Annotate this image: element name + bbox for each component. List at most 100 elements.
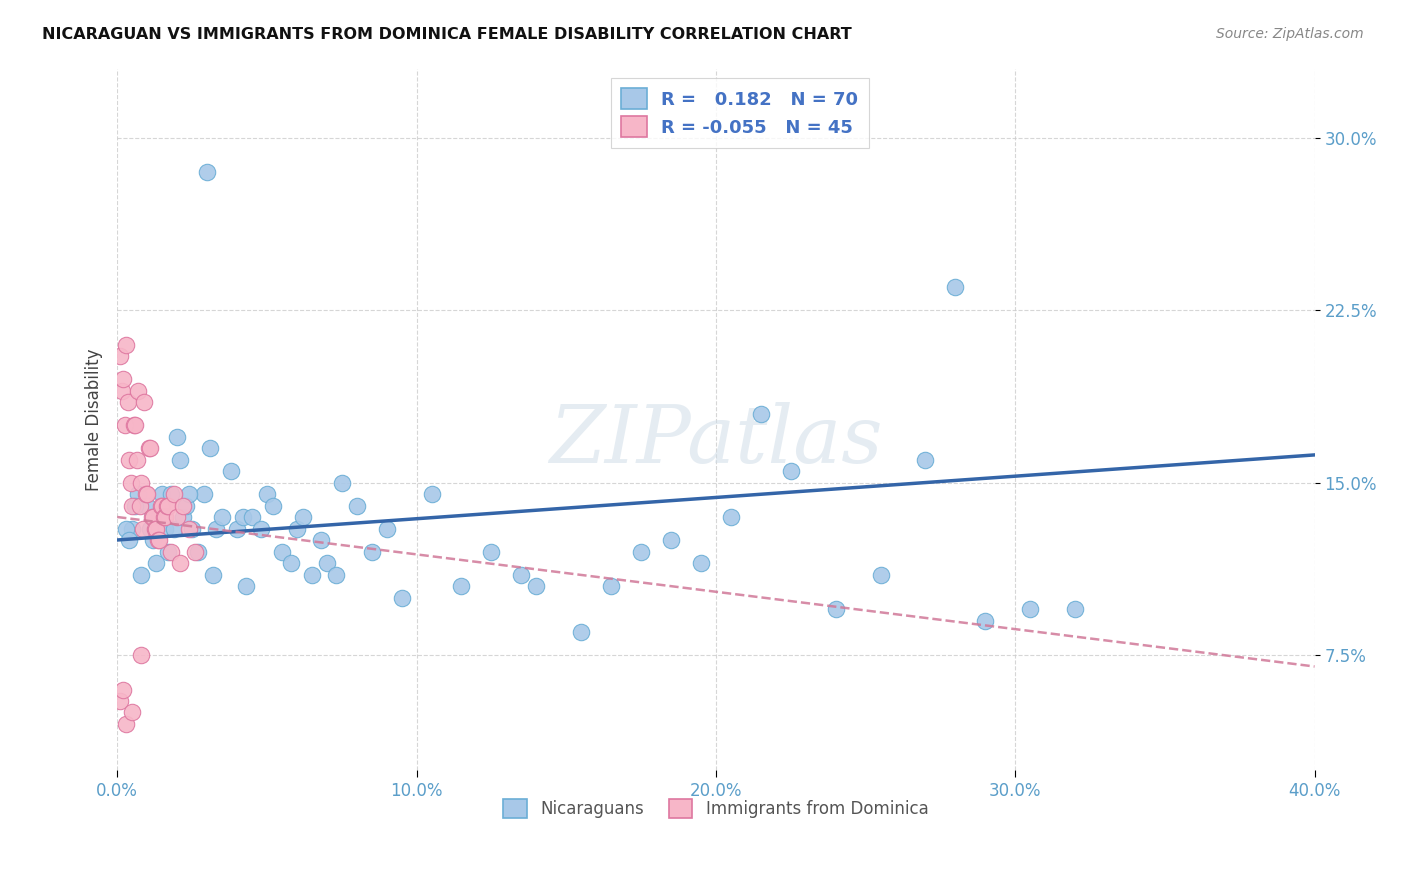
Point (129, 475, 152, 490)
Point (205, 521, 228, 535)
Point (600, 579, 623, 593)
Point (150, 499, 173, 513)
Point (160, 544, 183, 558)
Point (869, 567, 891, 582)
Point (232, 510, 254, 524)
Point (720, 510, 742, 524)
Point (211, 510, 233, 524)
Point (118, 452, 141, 467)
Point (153, 510, 176, 524)
Point (153, 521, 176, 535)
Point (270, 544, 292, 558)
Point (262, 499, 284, 513)
Point (118, 533, 141, 547)
Point (360, 544, 382, 558)
Point (420, 487, 443, 501)
Point (226, 521, 249, 535)
Point (139, 521, 162, 535)
Point (174, 499, 197, 513)
Point (240, 510, 263, 524)
Point (193, 487, 215, 501)
Point (749, 407, 772, 421)
Point (198, 441, 221, 455)
Point (235, 579, 257, 593)
Point (121, 706, 143, 720)
Point (108, 694, 131, 708)
Point (134, 395, 156, 409)
Point (111, 384, 134, 398)
Point (169, 556, 191, 570)
Point (152, 510, 174, 524)
Point (285, 521, 308, 535)
Point (163, 487, 186, 501)
Point (131, 521, 153, 535)
Point (115, 717, 138, 731)
Point (330, 475, 353, 490)
Point (450, 579, 472, 593)
Point (117, 395, 139, 409)
Point (172, 510, 194, 524)
Point (824, 602, 846, 616)
Point (138, 441, 160, 455)
Point (148, 510, 170, 524)
Point (149, 499, 172, 513)
Point (124, 499, 146, 513)
Point (184, 544, 207, 558)
Point (779, 464, 801, 478)
Point (122, 417, 145, 432)
Point (169, 452, 191, 467)
Point (155, 499, 177, 513)
Point (112, 372, 135, 386)
Point (129, 648, 152, 662)
Point (187, 544, 209, 558)
Point (146, 533, 169, 547)
Point (943, 280, 966, 294)
Point (219, 464, 242, 478)
Point (121, 521, 143, 535)
Point (325, 567, 347, 582)
Point (315, 556, 337, 570)
Point (108, 349, 131, 363)
Point (391, 591, 413, 605)
Point (114, 417, 136, 432)
Point (256, 487, 278, 501)
Point (157, 544, 180, 558)
Point (250, 521, 273, 535)
Point (177, 487, 200, 501)
Point (141, 510, 163, 524)
Point (112, 682, 135, 697)
Point (914, 452, 936, 467)
Point (524, 579, 547, 593)
Point (142, 533, 165, 547)
Point (139, 441, 162, 455)
Point (1064, 602, 1087, 616)
Point (136, 499, 159, 513)
Point (375, 521, 398, 535)
Point (201, 567, 224, 582)
Point (1019, 602, 1042, 616)
Text: NICARAGUAN VS IMMIGRANTS FROM DOMINICA FEMALE DISABILITY CORRELATION CHART: NICARAGUAN VS IMMIGRANTS FROM DOMINICA F… (42, 27, 852, 42)
Point (145, 556, 167, 570)
Point (166, 510, 188, 524)
Point (127, 384, 149, 398)
Point (115, 521, 138, 535)
Point (172, 499, 194, 513)
Y-axis label: Female Disability: Female Disability (86, 348, 103, 491)
Point (148, 533, 170, 547)
Point (309, 533, 332, 547)
Point (569, 625, 592, 640)
Point (291, 510, 314, 524)
Point (160, 487, 183, 501)
Point (127, 487, 149, 501)
Point (142, 510, 165, 524)
Point (181, 521, 204, 535)
Point (974, 614, 997, 628)
Point (195, 165, 218, 179)
Point (121, 499, 143, 513)
Point (145, 521, 167, 535)
Point (510, 567, 533, 582)
Point (124, 417, 146, 432)
Text: ZIPatlas: ZIPatlas (550, 401, 883, 479)
Point (157, 499, 180, 513)
Point (166, 429, 188, 443)
